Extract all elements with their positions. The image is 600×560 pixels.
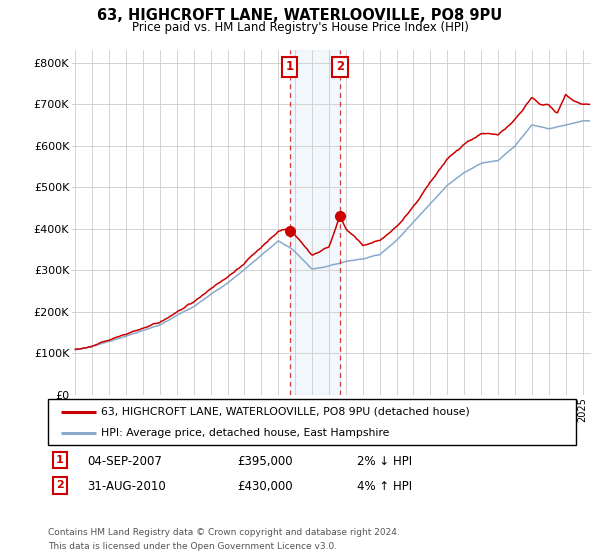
Bar: [290, 50, 340, 395]
FancyBboxPatch shape: [48, 399, 576, 445]
Text: 1: 1: [286, 60, 293, 73]
Text: 31-AUG-2010: 31-AUG-2010: [87, 480, 166, 493]
Text: £395,000: £395,000: [237, 455, 293, 468]
Text: Contains HM Land Registry data © Crown copyright and database right 2024.: Contains HM Land Registry data © Crown c…: [48, 528, 400, 537]
Text: 1: 1: [56, 455, 64, 465]
Text: 63, HIGHCROFT LANE, WATERLOOVILLE, PO8 9PU: 63, HIGHCROFT LANE, WATERLOOVILLE, PO8 9…: [97, 8, 503, 24]
Text: This data is licensed under the Open Government Licence v3.0.: This data is licensed under the Open Gov…: [48, 542, 337, 550]
Text: 2: 2: [336, 60, 344, 73]
Text: 63, HIGHCROFT LANE, WATERLOOVILLE, PO8 9PU (detached house): 63, HIGHCROFT LANE, WATERLOOVILLE, PO8 9…: [101, 407, 470, 417]
Text: 4% ↑ HPI: 4% ↑ HPI: [357, 480, 412, 493]
Text: £430,000: £430,000: [237, 480, 293, 493]
Text: 2% ↓ HPI: 2% ↓ HPI: [357, 455, 412, 468]
Text: Price paid vs. HM Land Registry's House Price Index (HPI): Price paid vs. HM Land Registry's House …: [131, 21, 469, 34]
Text: HPI: Average price, detached house, East Hampshire: HPI: Average price, detached house, East…: [101, 428, 389, 438]
Text: 2: 2: [56, 480, 64, 491]
Text: 04-SEP-2007: 04-SEP-2007: [87, 455, 162, 468]
